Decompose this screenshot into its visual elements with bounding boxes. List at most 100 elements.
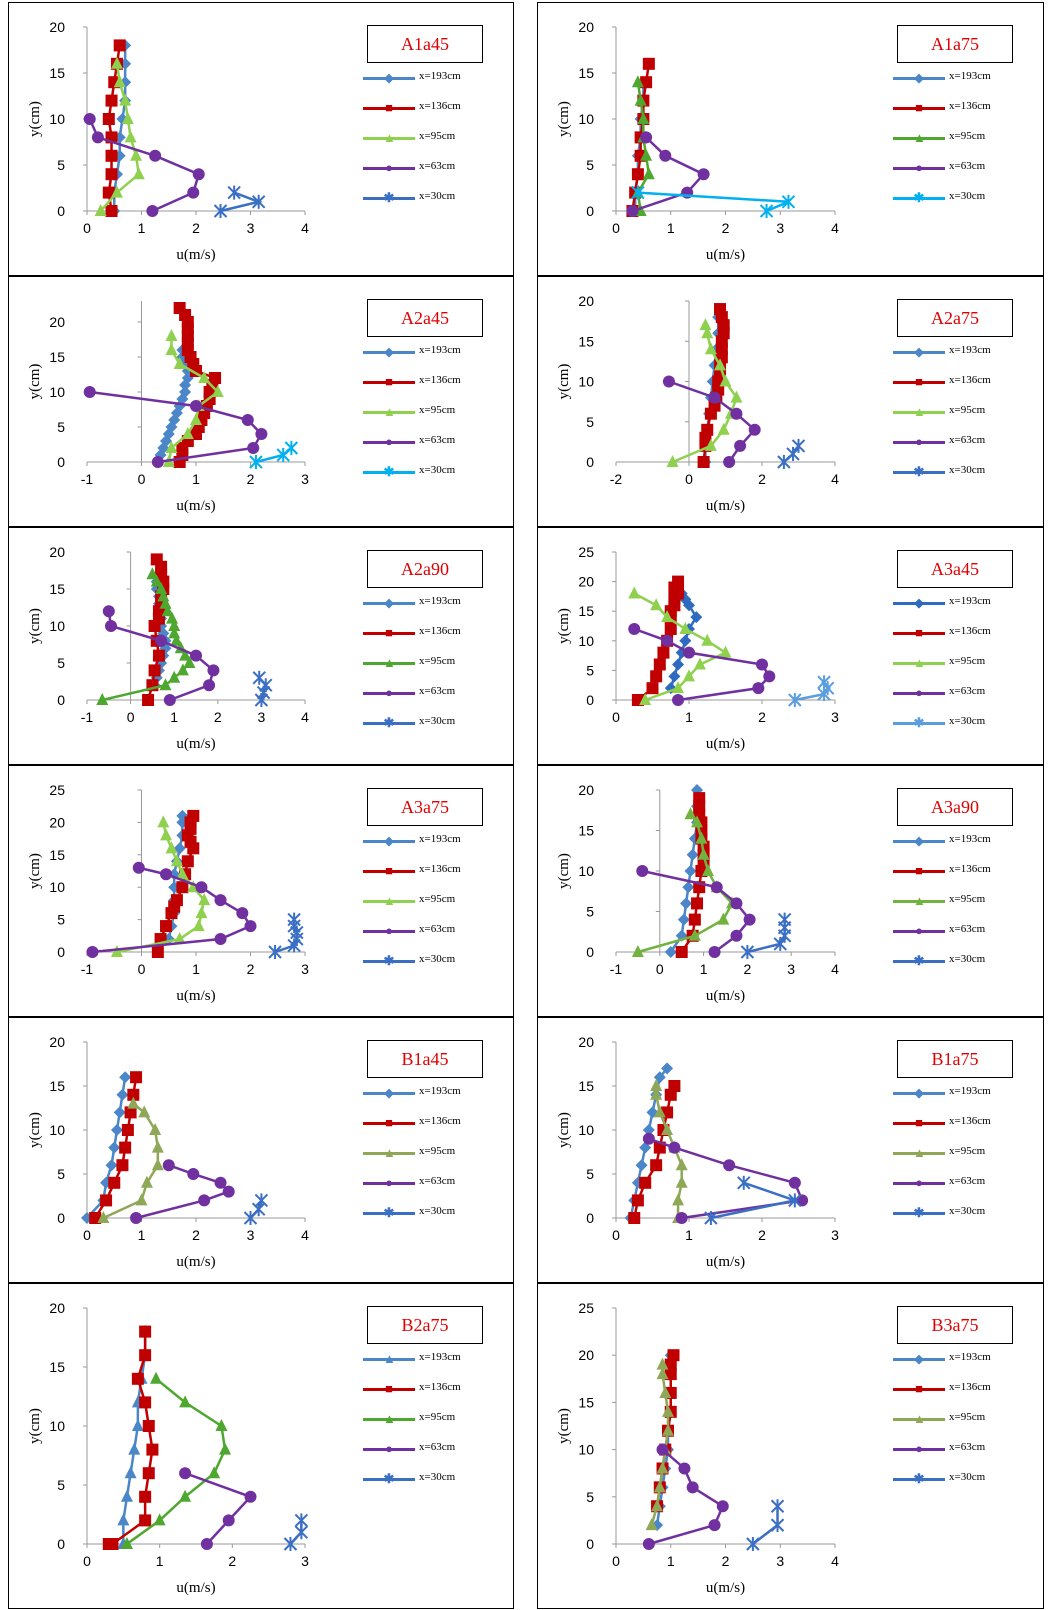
y-tick-label: 25 (578, 1300, 594, 1316)
data-point (639, 1176, 652, 1189)
data-point (688, 913, 701, 926)
data-point (83, 386, 96, 398)
data-point (656, 1367, 669, 1380)
legend-line (893, 1092, 945, 1095)
y-tick-label: 0 (586, 203, 594, 219)
legend-entry: ◆ x=193cm (893, 343, 1031, 373)
data-point (653, 1071, 666, 1084)
series-x63cm (83, 386, 268, 468)
legend-marker: ✱ (383, 190, 395, 205)
legend-entry: ▲ x=95cm (893, 1144, 1031, 1174)
data-point (179, 1395, 192, 1408)
x-axis-title: u(m/s) (706, 498, 745, 514)
series-line (289, 1520, 303, 1545)
legend-label: x=95cm (949, 655, 986, 667)
legend-marker: ● (915, 685, 923, 700)
legend-line (893, 870, 945, 873)
legend-entry: ● x=63cm (363, 684, 501, 714)
x-tick-label: 2 (758, 709, 766, 725)
legend-label: x=63cm (419, 434, 456, 446)
data-point (222, 1185, 235, 1198)
y-tick-label: 0 (57, 1536, 65, 1552)
x-tick-label: -1 (81, 961, 94, 977)
chart-svg: 0 5 10 15 20 -1 0 1 2 3 4 u(m/s) y(cm) (556, 782, 839, 1004)
legend-line (363, 137, 415, 140)
chart-panel: 0 5 10 15 20 25 0 1 2 3 4 u(m/s) y(cm) B3a75 ◆ x=193cm ■… (537, 1283, 1044, 1609)
legend-marker: ◆ (384, 833, 394, 848)
legend-marker: ▲ (383, 130, 396, 145)
x-axis-title: u(m/s) (176, 247, 215, 263)
data-point (165, 841, 178, 854)
data-point (151, 456, 164, 468)
series-x30cm (252, 670, 273, 707)
data-point (94, 204, 107, 216)
legend-label: x=63cm (949, 434, 986, 446)
legend-label: x=63cm (419, 685, 456, 697)
x-tick-label: 4 (831, 471, 839, 487)
series-x30cm (631, 185, 796, 218)
legend-marker: ✱ (383, 1205, 395, 1220)
legend-line (893, 411, 945, 414)
x-tick-label: -1 (610, 961, 623, 977)
data-point (640, 76, 653, 89)
legend-entry: ● x=63cm (893, 433, 1031, 463)
y-axis-title: y(cm) (27, 364, 43, 400)
legend-marker: ▲ (383, 404, 396, 419)
legend-marker: ▲ (913, 404, 926, 419)
legend-label: x=30cm (419, 715, 456, 727)
x-axis-title: u(m/s) (176, 498, 215, 514)
legend-line (363, 1182, 415, 1185)
legend-entry: ▲ x=95cm (363, 1410, 501, 1440)
legend-entry: ◆ x=193cm (893, 832, 1031, 862)
data-point (187, 809, 200, 822)
data-point (704, 438, 717, 451)
legend-entry: ✱ x=30cm (363, 463, 501, 493)
chart-title: A3a90 (897, 788, 1013, 826)
data-point (719, 374, 732, 387)
data-point (139, 1396, 152, 1409)
y-tick-label: 20 (578, 782, 594, 798)
data-point (626, 205, 639, 217)
series-x63cm (642, 1132, 809, 1224)
data-point (117, 1513, 130, 1526)
y-tick-label: 10 (578, 1442, 594, 1458)
x-tick-label: 3 (247, 220, 255, 236)
legend-line (893, 77, 945, 80)
x-axis-title: u(m/s) (176, 1254, 215, 1270)
data-point (639, 1141, 652, 1154)
x-tick-label: 1 (192, 961, 200, 977)
data-point (646, 682, 659, 695)
legend-line (893, 602, 945, 605)
x-axis-title: u(m/s) (706, 1580, 745, 1596)
legend-marker: ▲ (913, 1411, 926, 1426)
data-point (283, 1537, 298, 1551)
data-point (666, 455, 679, 467)
series-x63cm (102, 605, 220, 706)
data-point (116, 1088, 129, 1101)
chart-title: B2a75 (367, 1306, 483, 1344)
data-point (708, 391, 721, 404)
legend-label: x=136cm (419, 863, 461, 875)
data-point (165, 441, 178, 453)
series-line (113, 45, 127, 211)
chart-panel: 0 5 10 15 20 25 -1 0 1 2 3 u(m/s) y(cm) A3a75 ◆ x=193cm… (8, 765, 514, 1017)
x-tick-label: 0 (612, 1553, 620, 1569)
data-point (195, 881, 208, 894)
y-axis-title: y(cm) (27, 1408, 43, 1444)
data-point (688, 928, 701, 941)
legend-label: x=95cm (419, 130, 456, 142)
data-point (653, 1105, 666, 1118)
legend-line (363, 840, 415, 843)
x-tick-label: 1 (667, 1553, 675, 1569)
series-x30cm (213, 185, 266, 218)
legend-label: x=30cm (949, 1471, 986, 1483)
data-point (642, 1538, 655, 1550)
series-line (122, 1331, 147, 1544)
data-point (675, 946, 688, 958)
data-point (236, 907, 249, 920)
data-point (207, 664, 220, 677)
data-point (168, 626, 181, 639)
data-point (631, 75, 644, 88)
legend-marker: ◆ (384, 70, 394, 85)
